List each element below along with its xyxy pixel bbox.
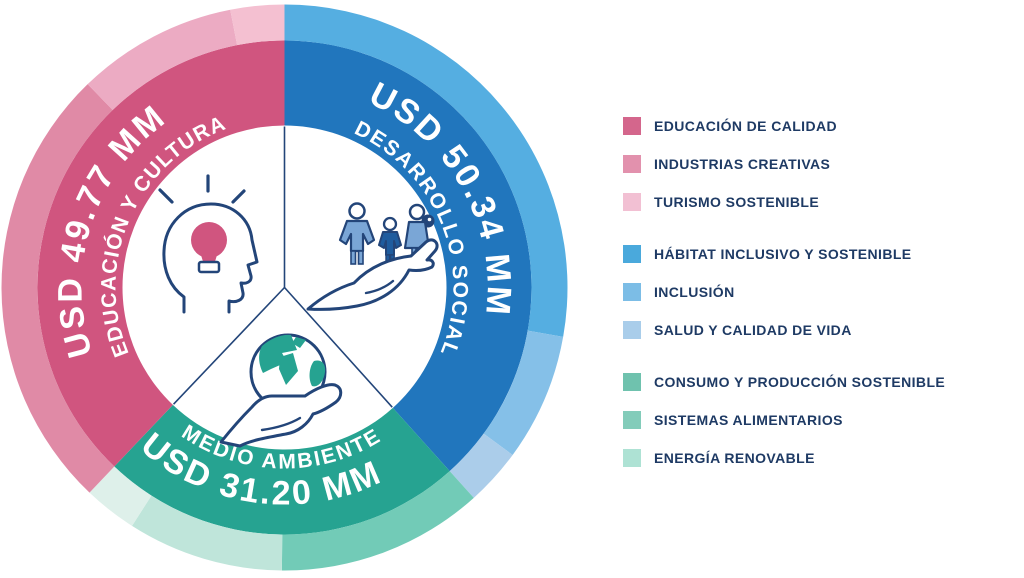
ring-sub-arc-medio-ambiente-2 — [89, 466, 152, 526]
legend-item: TURISMO SOSTENIBLE — [623, 193, 1013, 211]
legend-swatch — [623, 283, 641, 301]
legend-group-educacion-cultura: EDUCACIÓN DE CALIDAD INDUSTRIAS CREATIVAS… — [623, 117, 1013, 211]
ring-sub-arc-educacion-cultura-1 — [87, 9, 238, 111]
ring-sub-arc-educacion-cultura-2 — [230, 4, 285, 46]
legend-swatch — [623, 449, 641, 467]
segment-educacion-cultura — [1, 4, 285, 493]
family-in-hand-icon — [306, 202, 439, 311]
legend-item: ENERGÍA RENOVABLE — [623, 449, 1013, 467]
legend-item: EDUCACIÓN DE CALIDAD — [623, 117, 1013, 135]
legend-swatch — [623, 245, 641, 263]
legend-item: SISTEMAS ALIMENTARIOS — [623, 411, 1013, 429]
legend-item: INCLUSIÓN — [623, 283, 1013, 301]
globe-in-hand-icon — [219, 333, 343, 448]
legend-swatch — [623, 373, 641, 391]
legend-swatch — [623, 117, 641, 135]
legend-label: TURISMO SOSTENIBLE — [654, 194, 820, 210]
ring-sub-arc-desarrollo-social-0 — [284, 4, 568, 337]
divider-line-2 — [172, 286, 286, 405]
segment-medio-ambiente — [89, 404, 474, 571]
legend-item: HÁBITAT INCLUSIVO Y SOSTENIBLE — [623, 245, 1013, 263]
legend-label: INCLUSIÓN — [654, 284, 735, 300]
segment-arc-educacion-cultura — [37, 40, 285, 467]
legend-group-medio-ambiente: CONSUMO Y PRODUCCIÓN SOSTENIBLE SISTEMAS … — [623, 373, 1013, 467]
legend-swatch — [623, 321, 641, 339]
legend-swatch — [623, 411, 641, 429]
legend-group-desarrollo-social: HÁBITAT INCLUSIVO Y SOSTENIBLE INCLUSIÓN S… — [623, 245, 1013, 339]
segment-arc-medio-ambiente — [114, 404, 450, 535]
legend-label: EDUCACIÓN DE CALIDAD — [654, 118, 837, 134]
segment-desarrollo-social — [284, 4, 568, 498]
legend-item: SALUD Y CALIDAD DE VIDA — [623, 321, 1013, 339]
ring-sub-arc-medio-ambiente-1 — [132, 495, 283, 571]
legend-label: HÁBITAT INCLUSIVO Y SOSTENIBLE — [654, 246, 912, 262]
legend-label: CONSUMO Y PRODUCCIÓN SOSTENIBLE — [654, 374, 946, 390]
legend-item: CONSUMO Y PRODUCCIÓN SOSTENIBLE — [623, 373, 1013, 391]
legend-swatch — [623, 155, 641, 173]
head-lightbulb-icon — [158, 174, 259, 314]
ring-sub-arc-desarrollo-social-1 — [483, 330, 564, 455]
ring-sub-arc-desarrollo-social-2 — [449, 433, 513, 498]
legend-label: ENERGÍA RENOVABLE — [654, 450, 815, 466]
legend-item: INDUSTRIAS CREATIVAS — [623, 155, 1013, 173]
legend-swatch — [623, 193, 641, 211]
legend-label: INDUSTRIAS CREATIVAS — [654, 156, 831, 172]
legend-label: SALUD Y CALIDAD DE VIDA — [654, 322, 852, 338]
ring-sub-arc-medio-ambiente-0 — [281, 471, 474, 571]
legend-label: SISTEMAS ALIMENTARIOS — [654, 412, 843, 428]
ring-sub-arc-educacion-cultura-0 — [1, 84, 115, 493]
divider-line-1 — [283, 286, 393, 408]
segment-arc-desarrollo-social — [284, 40, 532, 472]
legend: EDUCACIÓN DE CALIDAD INDUSTRIAS CREATIVAS… — [623, 117, 1013, 501]
